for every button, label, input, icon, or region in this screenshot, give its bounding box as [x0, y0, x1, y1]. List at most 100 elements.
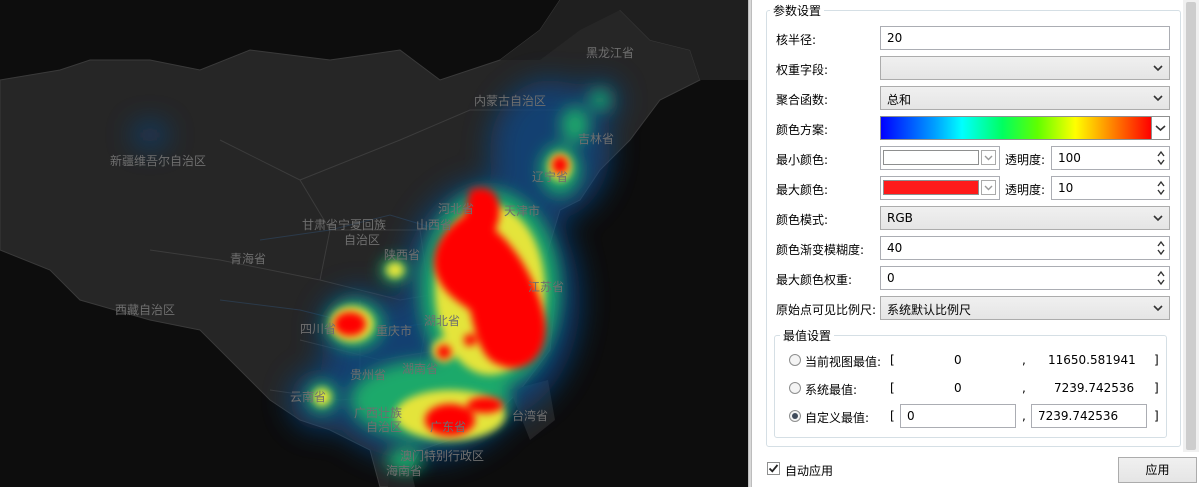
min-transparency-value: 100: [1058, 151, 1081, 165]
splitter[interactable]: [748, 0, 752, 487]
map-label: 澳门特别行政区: [400, 449, 485, 463]
system-extremum-label: 系统最值:: [805, 383, 858, 397]
system-max-value: 7239.742536: [1054, 381, 1135, 395]
max-color-swatch: [883, 180, 979, 195]
map-label: 天津市: [504, 204, 541, 218]
color-mode-label: 颜色模式:: [776, 213, 829, 227]
blur-label: 颜色渐变模糊度:: [776, 243, 865, 257]
bracket-open: [: [890, 381, 895, 395]
map-label: 青海省: [230, 252, 267, 266]
map-label: 辽宁省: [532, 170, 569, 184]
color-scheme-label: 颜色方案:: [776, 123, 829, 137]
max-transparency-value: 10: [1058, 181, 1074, 195]
max-color-label: 最大颜色:: [776, 183, 829, 197]
min-transparency-label: 透明度:: [1005, 153, 1046, 167]
map-label: 江苏省: [528, 280, 565, 294]
color-scheme-dropdown[interactable]: [1151, 116, 1170, 140]
map-label: 吉林省: [578, 132, 615, 146]
max-transparency-label: 透明度:: [1005, 183, 1046, 197]
comma: ,: [1022, 353, 1026, 367]
map-label: 陕西省: [384, 248, 421, 262]
max-weight-value: 0: [887, 271, 895, 285]
map-label: 西藏自治区: [115, 303, 176, 317]
view-extremum-label: 当前视图最值:: [805, 355, 882, 369]
spinner-arrows-icon[interactable]: [1156, 179, 1166, 197]
bracket-open: [: [890, 353, 895, 367]
radio-system-extremum[interactable]: [789, 382, 801, 394]
max-weight-label: 最大颜色权重:: [776, 273, 853, 287]
scrollbar-thumb[interactable]: [1186, 2, 1196, 450]
bracket-close: ]: [1154, 353, 1159, 367]
custom-extremum-label: 自定义最值:: [805, 411, 870, 425]
agg-func-value: 总和: [887, 93, 912, 107]
min-color-label: 最小颜色:: [776, 153, 829, 167]
map-label: 云南省: [290, 390, 327, 404]
blur-spinner[interactable]: 40: [880, 236, 1170, 260]
chevron-down-icon: [981, 150, 996, 165]
extremum-group: [774, 335, 1167, 438]
scale-label: 原始点可见比例尺:: [776, 303, 877, 317]
spinner-arrows-icon[interactable]: [1156, 239, 1166, 257]
auto-apply-checkbox[interactable]: [767, 462, 780, 475]
auto-apply-label: 自动应用: [785, 464, 834, 478]
chevron-down-icon: [1155, 125, 1166, 132]
extremum-group-title: 最值设置: [780, 327, 835, 344]
map-label: 广东省: [430, 420, 467, 434]
system-min-value: 0: [954, 381, 962, 395]
kernel-radius-input[interactable]: 20: [880, 26, 1170, 50]
max-weight-spinner[interactable]: 0: [880, 266, 1170, 290]
spinner-arrows-icon[interactable]: [1156, 269, 1166, 287]
kernel-radius-label: 核半径:: [776, 33, 817, 47]
bracket-close: ]: [1154, 381, 1159, 395]
color-scheme-gradient[interactable]: [880, 116, 1152, 140]
scale-value: 系统默认比例尺: [887, 303, 972, 317]
color-mode-value: RGB: [887, 211, 913, 225]
map-label: 广西壮族: [354, 406, 403, 420]
map-label: 甘肃省宁夏回族: [302, 218, 387, 232]
map-label: 黑龙江省: [586, 46, 635, 60]
map-label: 山西省: [416, 218, 453, 232]
bracket-open: [: [890, 409, 895, 423]
comma: ,: [1022, 381, 1026, 395]
max-color-picker[interactable]: [880, 176, 1000, 200]
settings-panel: 参数设置 核半径: 20 权重字段: 聚合函数: 总和 颜色方案: 最小颜色: …: [752, 0, 1202, 487]
chevron-down-icon: [1153, 215, 1163, 222]
map-label: 四川省: [300, 322, 337, 336]
checkmark-icon: [768, 464, 779, 473]
params-group-title: 参数设置: [770, 2, 825, 19]
chevron-down-icon: [1153, 95, 1163, 102]
min-color-picker[interactable]: [880, 146, 1000, 170]
china-map-canvas: [0, 0, 748, 487]
map-label: 重庆市: [376, 324, 413, 338]
map-label: 湖北省: [424, 314, 461, 328]
custom-max-input[interactable]: 7239.742536: [1031, 404, 1147, 428]
apply-button[interactable]: 应用: [1118, 457, 1197, 483]
agg-func-select[interactable]: 总和: [880, 86, 1170, 110]
view-max-value: 11650.581941: [1048, 353, 1136, 367]
map-label: 台湾省: [512, 409, 549, 423]
scale-select[interactable]: 系统默认比例尺: [880, 296, 1170, 320]
map-label: 新疆维吾尔自治区: [110, 154, 207, 168]
chevron-down-icon: [1153, 65, 1163, 72]
map-label: 内蒙古自治区: [474, 94, 547, 108]
radio-view-extremum[interactable]: [789, 354, 801, 366]
spinner-arrows-icon[interactable]: [1156, 149, 1166, 167]
map-label: 河北省: [438, 202, 475, 216]
custom-min-input[interactable]: 0: [900, 404, 1016, 428]
radio-custom-extremum[interactable]: [789, 410, 801, 422]
comma: ,: [1022, 409, 1026, 423]
map-label: 自治区: [366, 420, 403, 434]
chevron-down-icon: [981, 180, 996, 195]
color-mode-select[interactable]: RGB: [880, 206, 1170, 230]
heatmap-view[interactable]: 黑龙江省 内蒙古自治区 新疆维吾尔自治区 吉林省 辽宁省 天津市 河北省 甘肃省…: [0, 0, 748, 487]
map-label: 湖南省: [402, 362, 439, 376]
chevron-down-icon: [1153, 305, 1163, 312]
weight-field-select[interactable]: [880, 56, 1170, 80]
min-transparency-spinner[interactable]: 100: [1051, 146, 1170, 170]
view-min-value: 0: [954, 353, 962, 367]
map-label: 海南省: [386, 464, 423, 478]
panel-scrollbar[interactable]: [1183, 0, 1199, 452]
max-transparency-spinner[interactable]: 10: [1051, 176, 1170, 200]
min-color-swatch: [883, 150, 979, 165]
